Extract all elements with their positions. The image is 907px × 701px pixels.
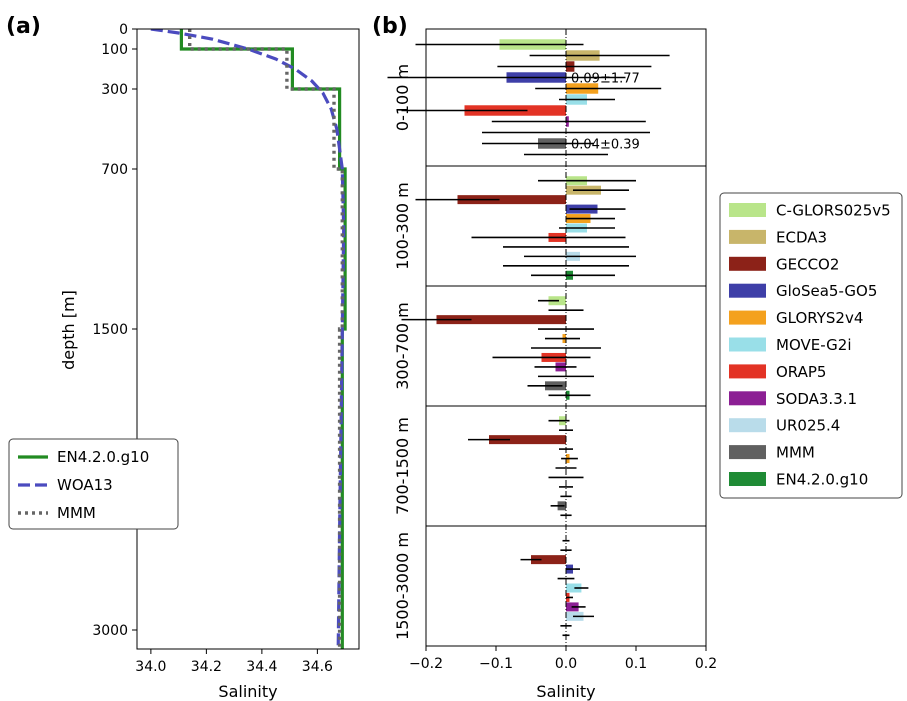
legend-b-swatch (729, 472, 766, 486)
layer-label: 100-300 m (393, 182, 412, 270)
bar-gecco2 (531, 555, 566, 565)
y-tick-label: 100 (101, 42, 128, 58)
legend-b-swatch (729, 445, 766, 460)
legend-b-swatch (729, 391, 766, 406)
layer-group-0-100-m (387, 39, 670, 156)
series-line-woa13 (150, 29, 346, 649)
y-tick-label: 300 (101, 82, 128, 98)
layer-group-1500-3000-m (520, 539, 594, 637)
legend-a-entry: WOA13 (57, 476, 113, 494)
layer-group-700-1500-m (468, 416, 584, 517)
legend-b-entry: EN4.2.0.g10 (776, 471, 868, 489)
legend-b-swatch (729, 229, 766, 244)
y-axis-label: depth [m] (59, 290, 78, 370)
layer-label: 700-1500 m (393, 417, 412, 515)
legend-b-entry: MOVE-G2i (776, 336, 852, 354)
x-tick-label: 0.0 (555, 656, 577, 672)
y-tick-label: 3000 (92, 623, 128, 639)
x-axis-label: Salinity (536, 682, 595, 701)
bar-gecco2 (489, 435, 566, 445)
x-tick-label: 34.6 (302, 659, 333, 675)
legend-b-swatch (729, 364, 766, 379)
legend-b-entry: C-GLORS025v5 (776, 202, 891, 220)
legend-b-entry: GECCO2 (776, 255, 839, 273)
x-axis-label: Salinity (218, 682, 277, 701)
legend-b-swatch (729, 203, 766, 217)
legend-b-entry: UR025.4 (776, 417, 840, 435)
legend-b-entry: ECDA3 (776, 228, 827, 246)
layer-label: 1500-3000 m (393, 532, 412, 640)
legend-a-box (8, 438, 179, 530)
annotation-label: 0.04±0.39 (571, 138, 640, 153)
legend-b-entry: GloSea5-GO5 (776, 282, 877, 300)
panel-b-salinity-bias-bars: 0.09±1.77 0.04±0.39 0-100 m 100-300 m 300-70… (387, 28, 717, 701)
legend-b-entry: MMM (776, 444, 815, 462)
legend-b-entry: ORAP5 (776, 363, 826, 381)
legend-b-swatch (729, 256, 766, 271)
x-tick-label: 0.1 (625, 656, 647, 672)
layer-group-300-700-m (401, 296, 601, 400)
panel-a-legend: EN4.2.0.g10 WOA13 MMM (8, 438, 179, 530)
legend-a-entry: MMM (57, 504, 96, 522)
x-tick-label: 34.0 (135, 659, 166, 675)
legend-b-swatch (729, 310, 766, 325)
series-line-mmm (187, 29, 344, 649)
legend-b-entry: SODA3.3.1 (776, 390, 857, 408)
legend-b-swatch (729, 418, 766, 433)
x-tick-label: −0.2 (409, 656, 443, 672)
x-tick-label: 0.2 (695, 656, 717, 672)
panel-b-legend: C-GLORS025v5 ECDA3 GECCO2 GloSea5-GO5 GLORYS… (719, 192, 903, 499)
bar-move-g2i (566, 583, 582, 593)
legend-b-entry: GLORYS2v4 (776, 309, 863, 327)
layer-label: 300-700 m (393, 302, 412, 390)
x-tick-label: 34.2 (191, 659, 222, 675)
bar-gecco2 (436, 315, 566, 325)
panel-b-label: (b) (372, 14, 408, 39)
y-tick-label: 700 (101, 162, 128, 178)
panel-a-label: (a) (6, 14, 41, 39)
layer-group-100-300-m (415, 176, 636, 280)
annotation-label: 0.09±1.77 (571, 72, 640, 87)
legend-b-swatch (729, 283, 766, 298)
y-tick-label: 1500 (92, 322, 128, 338)
bar-gecco2 (457, 195, 566, 205)
legend-b-swatch (729, 337, 766, 352)
layer-label: 0-100 m (393, 64, 412, 131)
panel-a-frame (136, 28, 360, 650)
x-tick-label: 34.4 (246, 659, 277, 675)
panel-a-salinity-profile: 34.0 34.2 34.4 34.6 0 100 300 700 1500 3000 Salini… (59, 22, 360, 701)
legend-a-entry: EN4.2.0.g10 (57, 448, 149, 466)
series-line-en4-2-0-g10 (179, 29, 347, 649)
x-tick-label: −0.1 (479, 656, 513, 672)
y-tick-label: 0 (119, 22, 128, 38)
